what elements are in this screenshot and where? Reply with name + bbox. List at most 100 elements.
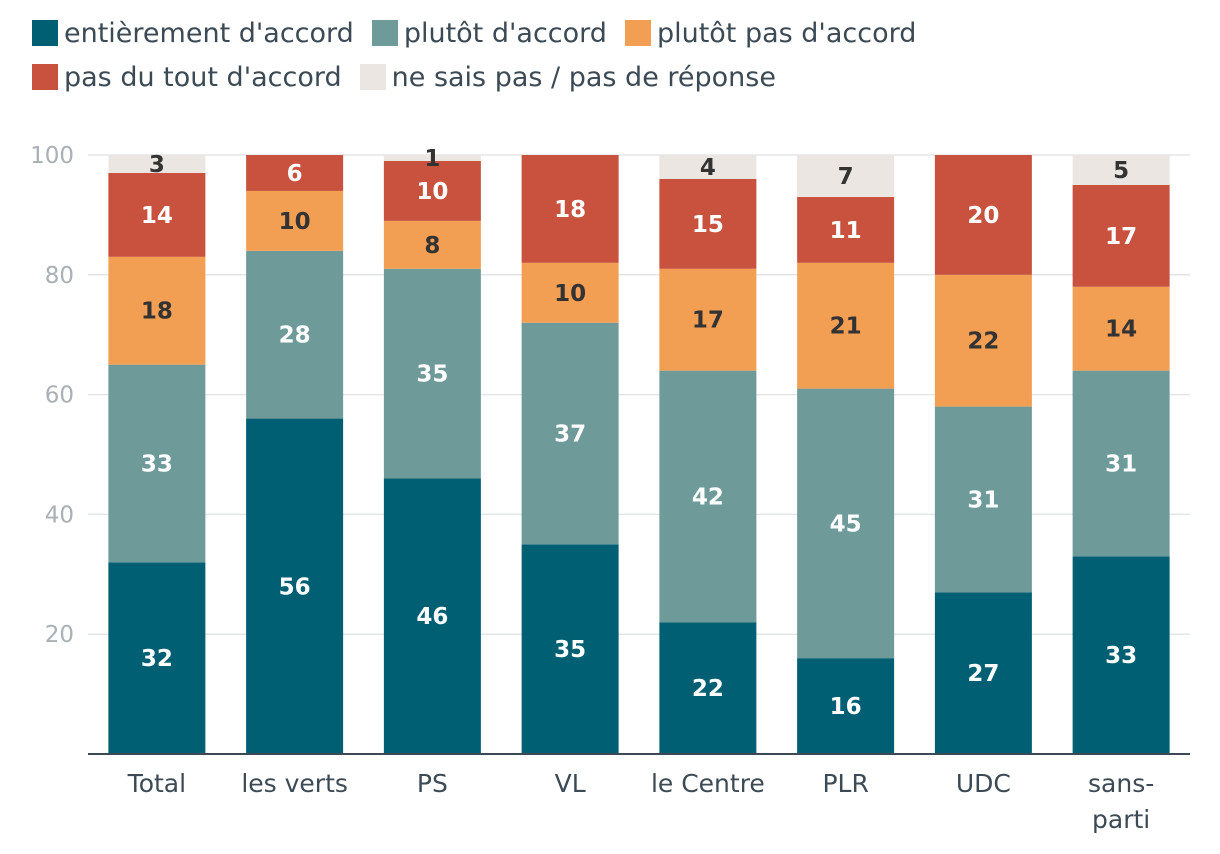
data-label: 14 bbox=[1105, 317, 1137, 343]
bar-segment bbox=[521, 155, 619, 263]
bar-segment bbox=[934, 155, 1032, 275]
bar-segment bbox=[659, 268, 757, 371]
bar-segment bbox=[108, 172, 206, 257]
data-label: 18 bbox=[141, 299, 173, 325]
bar-segment bbox=[246, 418, 344, 754]
data-label: 20 bbox=[967, 203, 999, 229]
bar-segment bbox=[521, 544, 619, 754]
data-label: 18 bbox=[554, 197, 586, 223]
bar-segment bbox=[108, 155, 206, 173]
data-label: 33 bbox=[141, 451, 173, 477]
legend-label: entièrement d'accord bbox=[64, 18, 354, 49]
legend-swatch bbox=[32, 20, 58, 46]
x-tick-label: sans-parti bbox=[1088, 769, 1154, 834]
bar-segment bbox=[1072, 556, 1170, 754]
bar-segment bbox=[108, 364, 206, 563]
bar-segment bbox=[383, 478, 481, 754]
data-label: 5 bbox=[1113, 158, 1129, 184]
bar-segment bbox=[659, 370, 757, 623]
data-label: 31 bbox=[967, 487, 999, 513]
x-tick-label: Total bbox=[127, 769, 186, 798]
bar-segment bbox=[383, 268, 481, 479]
legend-label: plutôt pas d'accord bbox=[656, 18, 917, 49]
data-label: 35 bbox=[554, 637, 586, 663]
data-label: 28 bbox=[279, 323, 311, 349]
bar-segment bbox=[797, 196, 895, 263]
legend: entièrement d'accord plutôt d'accord plutô… bbox=[32, 12, 1202, 100]
data-label: 31 bbox=[1105, 451, 1137, 477]
data-label: 35 bbox=[416, 362, 448, 388]
legend-item: ne sais pas / pas de réponse bbox=[359, 56, 776, 100]
bar-segment bbox=[659, 155, 757, 179]
data-label: 22 bbox=[692, 676, 724, 702]
data-label: 42 bbox=[692, 484, 724, 510]
legend-label: ne sais pas / pas de réponse bbox=[391, 62, 776, 93]
data-label: 46 bbox=[416, 604, 448, 630]
data-label: 27 bbox=[967, 661, 999, 687]
bar-segment bbox=[521, 322, 619, 545]
x-tick-label: le Centre bbox=[651, 769, 765, 798]
bar-segment bbox=[108, 256, 206, 365]
y-tick-label: 40 bbox=[45, 502, 74, 528]
bar-segment bbox=[246, 190, 344, 251]
y-tick-label: 80 bbox=[45, 263, 74, 289]
y-tick-label: 100 bbox=[30, 143, 74, 169]
x-tick-label: PS bbox=[417, 769, 448, 798]
bar-segment bbox=[1072, 184, 1170, 287]
data-label: 45 bbox=[830, 511, 862, 537]
legend-label: pas du tout d'accord bbox=[64, 62, 342, 93]
data-label: 21 bbox=[830, 314, 862, 340]
bar-segment bbox=[246, 155, 344, 191]
data-label: 17 bbox=[692, 308, 724, 334]
bar-segment bbox=[934, 592, 1032, 754]
legend-label: plutôt d'accord bbox=[403, 18, 607, 49]
bar-segment bbox=[934, 274, 1032, 407]
data-label: 37 bbox=[554, 422, 586, 448]
bar-segment bbox=[383, 220, 481, 269]
legend-item: entièrement d'accord bbox=[32, 12, 354, 56]
legend-swatch bbox=[32, 64, 58, 90]
x-tick-label: les verts bbox=[241, 769, 348, 798]
x-tick-label: UDC bbox=[956, 769, 1011, 798]
y-tick-label: 60 bbox=[45, 383, 74, 409]
bar-segment bbox=[383, 160, 481, 221]
data-label: 3 bbox=[149, 152, 165, 178]
legend-swatch bbox=[371, 20, 398, 46]
bar-segment bbox=[797, 658, 895, 754]
legend-swatch bbox=[359, 64, 386, 90]
data-label: 15 bbox=[692, 212, 724, 238]
bar-segment bbox=[383, 155, 481, 161]
bar-segment bbox=[934, 406, 1032, 593]
data-label: 10 bbox=[279, 209, 311, 235]
data-label: 33 bbox=[1105, 643, 1137, 669]
y-tick-label: 20 bbox=[45, 622, 74, 648]
bar-segment bbox=[659, 178, 757, 269]
bar-segment bbox=[797, 262, 895, 389]
x-tick-label: PLR bbox=[822, 769, 868, 798]
data-label: 56 bbox=[279, 574, 311, 600]
data-label: 7 bbox=[838, 164, 854, 190]
data-label: 16 bbox=[830, 694, 862, 720]
data-label: 32 bbox=[141, 646, 173, 672]
data-label: 8 bbox=[424, 233, 440, 259]
legend-item: plutôt pas d'accord bbox=[624, 12, 917, 56]
data-label: 6 bbox=[287, 161, 303, 187]
bar-segment bbox=[1072, 370, 1170, 557]
bar-segment bbox=[797, 155, 895, 197]
bar-segment bbox=[1072, 155, 1170, 185]
bar-segment bbox=[797, 388, 895, 659]
bar-segment bbox=[246, 250, 344, 419]
data-label: 22 bbox=[967, 329, 999, 355]
data-label: 17 bbox=[1105, 224, 1137, 250]
legend-item: pas du tout d'accord bbox=[32, 56, 342, 100]
data-label: 14 bbox=[141, 203, 173, 229]
legend-item: plutôt d'accord bbox=[371, 12, 607, 56]
data-label: 11 bbox=[830, 218, 862, 244]
legend-swatch bbox=[624, 20, 651, 46]
x-tick-label: VL bbox=[555, 769, 586, 798]
bar-segment bbox=[108, 562, 206, 754]
bar-segment bbox=[521, 262, 619, 323]
bar-segment bbox=[659, 622, 757, 754]
data-label: 4 bbox=[700, 155, 716, 181]
